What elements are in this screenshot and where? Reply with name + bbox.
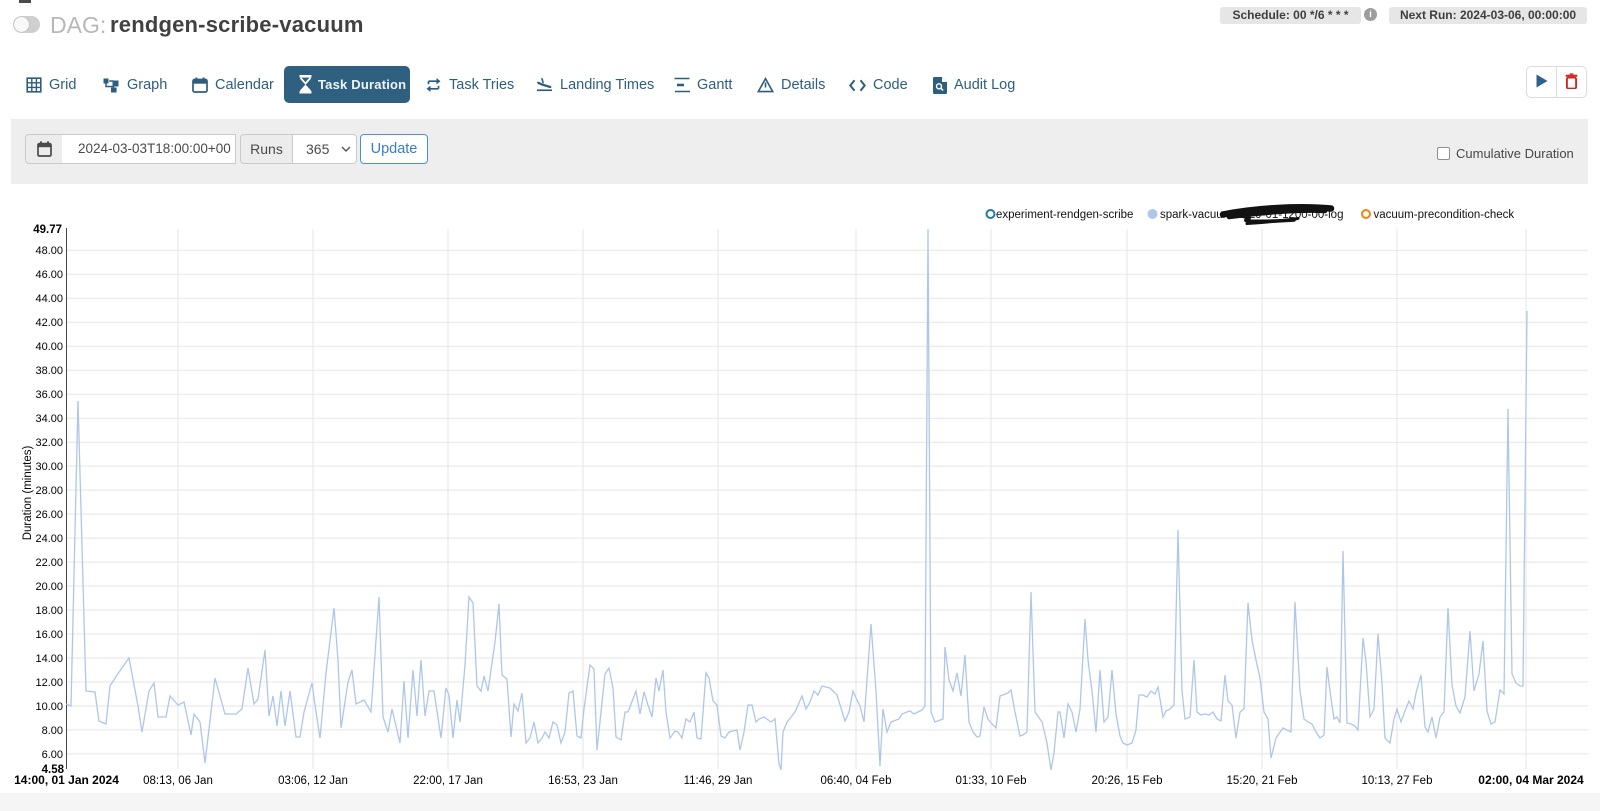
svg-text:10:13, 27 Feb: 10:13, 27 Feb <box>1362 775 1433 787</box>
svg-text:20:26, 15 Feb: 20:26, 15 Feb <box>1092 775 1163 787</box>
svg-text:06:40, 04 Feb: 06:40, 04 Feb <box>821 775 892 787</box>
svg-text:30.00: 30.00 <box>35 461 63 473</box>
svg-text:8.00: 8.00 <box>42 725 63 737</box>
svg-text:vacuum-precondition-check: vacuum-precondition-check <box>1374 209 1515 221</box>
svg-text:11:46, 29 Jan: 11:46, 29 Jan <box>684 775 753 787</box>
svg-text:22.00: 22.00 <box>35 557 63 569</box>
svg-text:38.00: 38.00 <box>35 365 63 377</box>
svg-text:6.00: 6.00 <box>42 749 63 761</box>
svg-text:42.00: 42.00 <box>35 317 63 329</box>
svg-text:44.00: 44.00 <box>35 293 63 305</box>
svg-text:4.58: 4.58 <box>42 764 65 776</box>
svg-text:46.00: 46.00 <box>35 269 63 281</box>
svg-text:49.77: 49.77 <box>33 224 62 236</box>
svg-text:16:53, 23 Jan: 16:53, 23 Jan <box>548 775 618 787</box>
svg-text:02:00, 04 Mar 2024: 02:00, 04 Mar 2024 <box>1478 773 1584 787</box>
svg-text:14:00, 01 Jan 2024: 14:00, 01 Jan 2024 <box>14 773 119 787</box>
svg-text:48.00: 48.00 <box>35 245 63 257</box>
svg-text:32.00: 32.00 <box>35 437 63 449</box>
svg-text:12.00: 12.00 <box>35 677 63 689</box>
svg-text:18.00: 18.00 <box>35 605 63 617</box>
svg-text:experiment-rendgen-scribe: experiment-rendgen-scribe <box>996 209 1133 221</box>
svg-text:10.00: 10.00 <box>35 701 63 713</box>
svg-text:26.00: 26.00 <box>35 509 63 521</box>
svg-text:16.00: 16.00 <box>35 629 63 641</box>
svg-text:01:33, 10 Feb: 01:33, 10 Feb <box>956 775 1027 787</box>
svg-text:34.00: 34.00 <box>35 413 63 425</box>
svg-text:24.00: 24.00 <box>35 533 63 545</box>
svg-text:20.00: 20.00 <box>35 581 63 593</box>
svg-text:03:06, 12 Jan: 03:06, 12 Jan <box>278 775 348 787</box>
svg-text:Duration (minutes): Duration (minutes) <box>22 446 34 541</box>
svg-text:22:00, 17 Jan: 22:00, 17 Jan <box>413 775 483 787</box>
svg-text:28.00: 28.00 <box>35 485 63 497</box>
svg-text:15:20, 21 Feb: 15:20, 21 Feb <box>1227 775 1298 787</box>
svg-text:36.00: 36.00 <box>35 389 63 401</box>
svg-text:14.00: 14.00 <box>35 653 63 665</box>
svg-text:40.00: 40.00 <box>35 341 63 353</box>
svg-text:08:13, 06 Jan: 08:13, 06 Jan <box>143 775 213 787</box>
